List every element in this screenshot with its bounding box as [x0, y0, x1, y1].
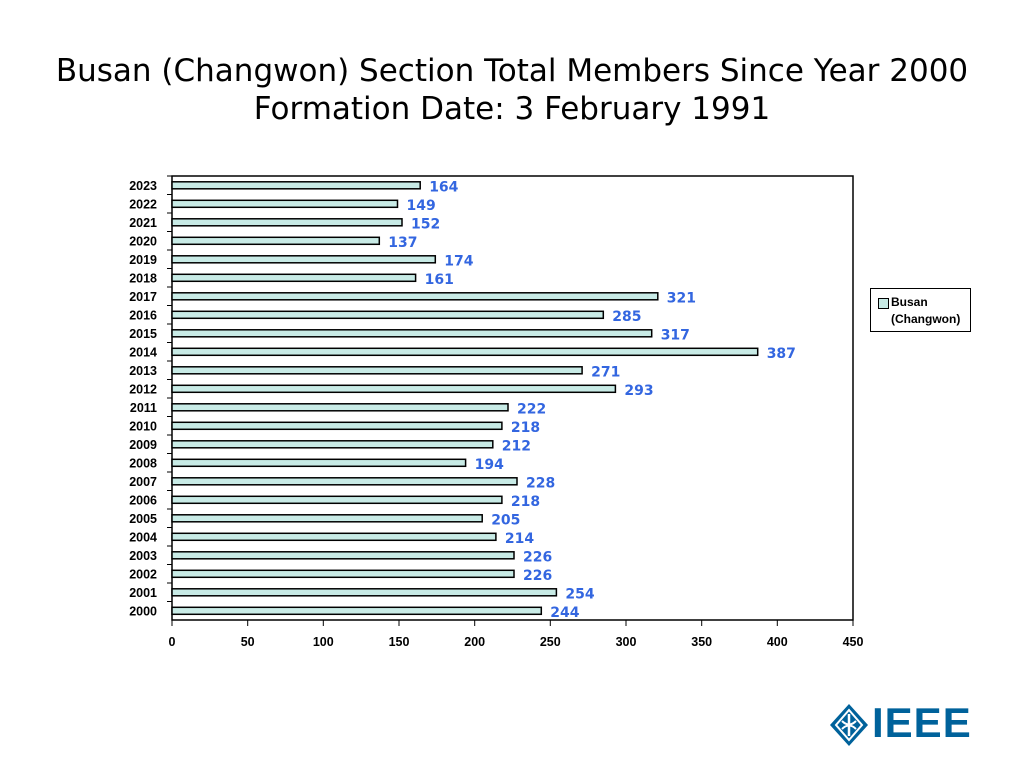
data-label-2000: 244: [550, 605, 579, 621]
bar-2018: [171, 273, 417, 283]
legend-swatch: [878, 298, 889, 309]
bar-2012: [171, 384, 617, 394]
data-label-2019: 174: [444, 253, 473, 269]
bar-2014: [171, 347, 759, 357]
bar-2006: [171, 495, 503, 505]
x-tick-label-0: 0: [169, 635, 176, 649]
bar-2009: [171, 440, 494, 449]
x-tick-label-350: 350: [691, 635, 712, 649]
plot-area: [171, 175, 854, 621]
y-tick-label-2007: 2007: [129, 475, 157, 489]
data-label-2003: 226: [523, 549, 552, 565]
bar-2015: [171, 329, 653, 338]
ieee-diamond-icon: [830, 704, 868, 746]
x-tick-label-50: 50: [241, 635, 255, 649]
y-tick-label-2004: 2004: [129, 530, 157, 544]
bar-2004: [171, 532, 497, 542]
bar-2008: [171, 458, 467, 468]
y-tick-label-2021: 2021: [129, 216, 157, 230]
data-label-2004: 214: [505, 531, 534, 547]
bar-2002: [171, 569, 515, 579]
chart-subtitle: Formation Date: 3 February 1991: [253, 91, 771, 127]
data-label-2016: 285: [612, 309, 641, 325]
bar-2005: [171, 514, 483, 523]
x-tick-label-100: 100: [313, 635, 334, 649]
data-label-2022: 149: [407, 198, 436, 214]
data-label-2018: 161: [425, 272, 454, 288]
y-tick-label-2006: 2006: [129, 493, 157, 507]
data-label-2014: 387: [767, 346, 796, 362]
y-tick-label-2000: 2000: [129, 604, 157, 618]
y-tick-label-2013: 2013: [129, 364, 157, 378]
y-tick-label-2020: 2020: [129, 234, 157, 248]
y-tick-label-2003: 2003: [129, 549, 157, 563]
bar-2019: [171, 255, 437, 264]
data-label-2007: 228: [526, 475, 555, 491]
chart-title: Busan (Changwon) Section Total Members S…: [55, 53, 969, 89]
y-tick-label-2019: 2019: [129, 253, 157, 267]
x-tick-label-300: 300: [616, 635, 637, 649]
bar-2023: [171, 181, 421, 190]
y-tick-label-2017: 2017: [129, 290, 157, 304]
data-label-2015: 317: [661, 327, 690, 343]
y-tick-label-2022: 2022: [129, 197, 157, 211]
y-tick-label-2015: 2015: [129, 327, 157, 341]
y-tick-label-2002: 2002: [129, 567, 157, 581]
y-tick-label-2009: 2009: [129, 438, 157, 452]
bar-2000: [171, 606, 543, 616]
y-tick-label-2001: 2001: [129, 586, 157, 600]
x-tick-label-450: 450: [843, 635, 864, 649]
y-tick-label-2016: 2016: [129, 308, 157, 322]
data-label-2013: 271: [591, 364, 620, 380]
legend: Busan (Changwon): [870, 288, 971, 332]
bar-2016: [171, 310, 605, 320]
y-tick-label-2012: 2012: [129, 382, 157, 396]
data-label-2010: 218: [511, 420, 540, 436]
x-tick-label-250: 250: [540, 635, 561, 649]
data-label-2023: 164: [429, 179, 458, 195]
data-label-2005: 205: [491, 512, 520, 528]
data-label-2001: 254: [565, 586, 594, 602]
data-label-2012: 293: [624, 383, 653, 399]
bar-2003: [171, 551, 515, 560]
y-tick-label-2010: 2010: [129, 419, 157, 433]
data-label-2017: 321: [667, 290, 696, 306]
bar-2011: [171, 403, 509, 412]
x-tick-label-200: 200: [464, 635, 485, 649]
y-tick-label-2023: 2023: [129, 179, 157, 193]
y-tick-label-2011: 2011: [130, 401, 157, 415]
data-label-2011: 222: [517, 401, 546, 417]
y-tick-label-2018: 2018: [129, 271, 157, 285]
x-tick-label-150: 150: [389, 635, 410, 649]
y-tick-label-2008: 2008: [129, 456, 157, 470]
data-label-2021: 152: [411, 216, 440, 232]
bar-2022: [171, 199, 399, 209]
bar-2021: [171, 218, 403, 227]
ieee-logo-text: IEEE: [872, 699, 972, 746]
data-label-2020: 137: [388, 235, 417, 251]
bar-2020: [171, 236, 381, 246]
legend-label-line1: Busan: [891, 295, 928, 309]
bar-2010: [171, 421, 503, 431]
data-label-2002: 226: [523, 568, 552, 584]
legend-label-line2: (Changwon): [891, 312, 961, 326]
bar-2007: [171, 477, 518, 486]
x-tick-label-400: 400: [767, 635, 788, 649]
data-label-2009: 212: [502, 438, 531, 454]
legend-label: Busan (Changwon): [891, 294, 969, 328]
ieee-logo: IEEE: [828, 699, 974, 748]
bar-2013: [171, 366, 583, 375]
data-label-2008: 194: [475, 457, 504, 473]
bar-2001: [171, 588, 558, 597]
data-label-2006: 218: [511, 494, 540, 510]
bar-2017: [171, 292, 659, 301]
y-tick-label-2014: 2014: [129, 345, 157, 359]
y-tick-label-2005: 2005: [129, 512, 157, 526]
